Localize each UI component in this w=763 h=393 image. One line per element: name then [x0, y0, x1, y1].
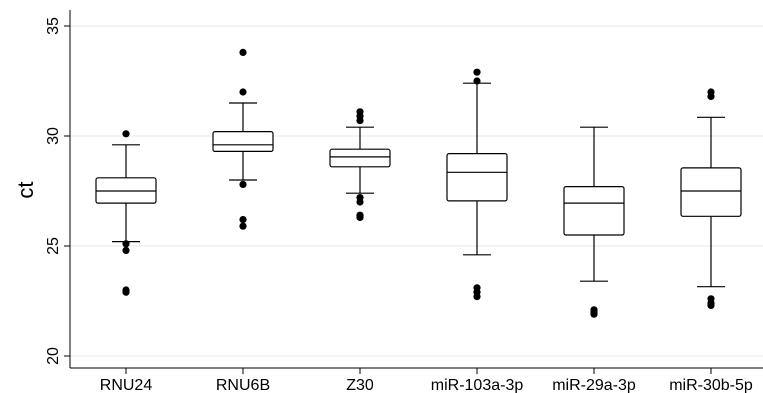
outlier-point: [239, 222, 247, 230]
x-tick-label: Z30: [346, 377, 374, 393]
outlier-point: [473, 77, 481, 85]
box-group: [329, 108, 391, 221]
x-tick-label: miR-29a-3p: [552, 377, 636, 393]
y-tick-label: 20: [45, 347, 62, 365]
outlier-point: [239, 216, 247, 224]
box-group: [563, 126, 625, 318]
outlier-point: [239, 180, 247, 188]
outlier-point: [356, 198, 364, 206]
box-group: [95, 130, 157, 296]
boxes: [95, 48, 742, 318]
outlier-point: [122, 240, 130, 248]
outlier-point: [707, 92, 715, 100]
iqr-box: [329, 148, 391, 168]
outlier-point: [239, 48, 247, 57]
outlier-point: [590, 310, 598, 318]
iqr-box: [446, 153, 508, 202]
outlier-point: [122, 246, 130, 254]
outlier-point: [707, 301, 715, 309]
y-tick-label: 30: [45, 127, 62, 145]
outlier-point: [239, 88, 247, 96]
outlier-point: [122, 288, 130, 296]
iqr-box: [212, 131, 274, 153]
outlier-point: [356, 213, 364, 221]
box-group: [680, 88, 742, 309]
x-tick-label: miR-103a-3p: [431, 377, 524, 393]
box-group: [212, 48, 274, 230]
axes: [69, 10, 763, 369]
x-tick-label: miR-30b-5p: [669, 377, 753, 393]
gridlines: [70, 25, 763, 357]
y-ticks: 20 25 30 35: [45, 17, 70, 365]
iqr-box: [563, 186, 625, 236]
y-axis-label: ct: [13, 181, 38, 198]
x-tick-label: RNU24: [100, 377, 153, 393]
x-ticks: RNU24 RNU6B Z30 miR-103a-3p miR-29a-3p miR-30…: [100, 368, 753, 393]
outlier-point: [473, 293, 481, 301]
iqr-box: [680, 167, 742, 217]
y-tick-label: 25: [45, 237, 62, 255]
y-tick-label: 35: [45, 17, 62, 35]
x-tick-label: RNU6B: [216, 377, 270, 393]
outlier-point: [356, 117, 364, 125]
box-group: [446, 68, 508, 301]
outlier-point: [122, 130, 130, 138]
outlier-point: [473, 68, 481, 76]
